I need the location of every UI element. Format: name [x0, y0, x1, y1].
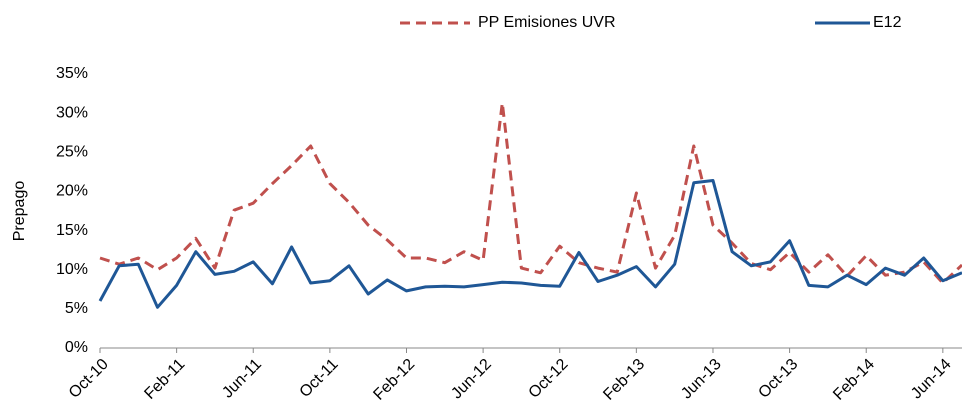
x-tick-label: Jun-12	[448, 356, 495, 403]
x-tick-label: Jun-13	[678, 356, 725, 403]
x-tick-label: Jun-11	[219, 356, 265, 402]
line-series	[98, 179, 962, 309]
x-tick-label: Feb-11	[141, 356, 188, 403]
y-tick-label: 35%	[56, 65, 88, 82]
y-tick-label: 5%	[65, 300, 88, 317]
y-tick-label: 0%	[65, 339, 88, 356]
x-tick-label: Oct-10	[66, 356, 112, 402]
x-tick-label: Feb-13	[600, 356, 648, 404]
x-tick-label: Oct-13	[755, 356, 801, 402]
x-tick-label: Oct-11	[297, 356, 342, 401]
y-tick-label: 15%	[56, 222, 88, 239]
y-tick-label: 10%	[56, 261, 88, 278]
x-tick-label: Oct-12	[526, 356, 572, 402]
y-tick-label: 30%	[56, 104, 88, 121]
y-tick-label: 25%	[56, 144, 88, 161]
line-series	[99, 101, 962, 285]
y-axis-label: Prepago	[11, 181, 28, 242]
y-tick-label: 20%	[56, 183, 88, 200]
x-tick-label: Jun-14	[908, 356, 955, 403]
legend-label: E12	[873, 14, 902, 31]
legend-label: PP Emisiones UVR	[478, 14, 616, 31]
x-tick-label: Feb-12	[370, 356, 418, 404]
x-tick-label: Feb-14	[830, 356, 878, 404]
